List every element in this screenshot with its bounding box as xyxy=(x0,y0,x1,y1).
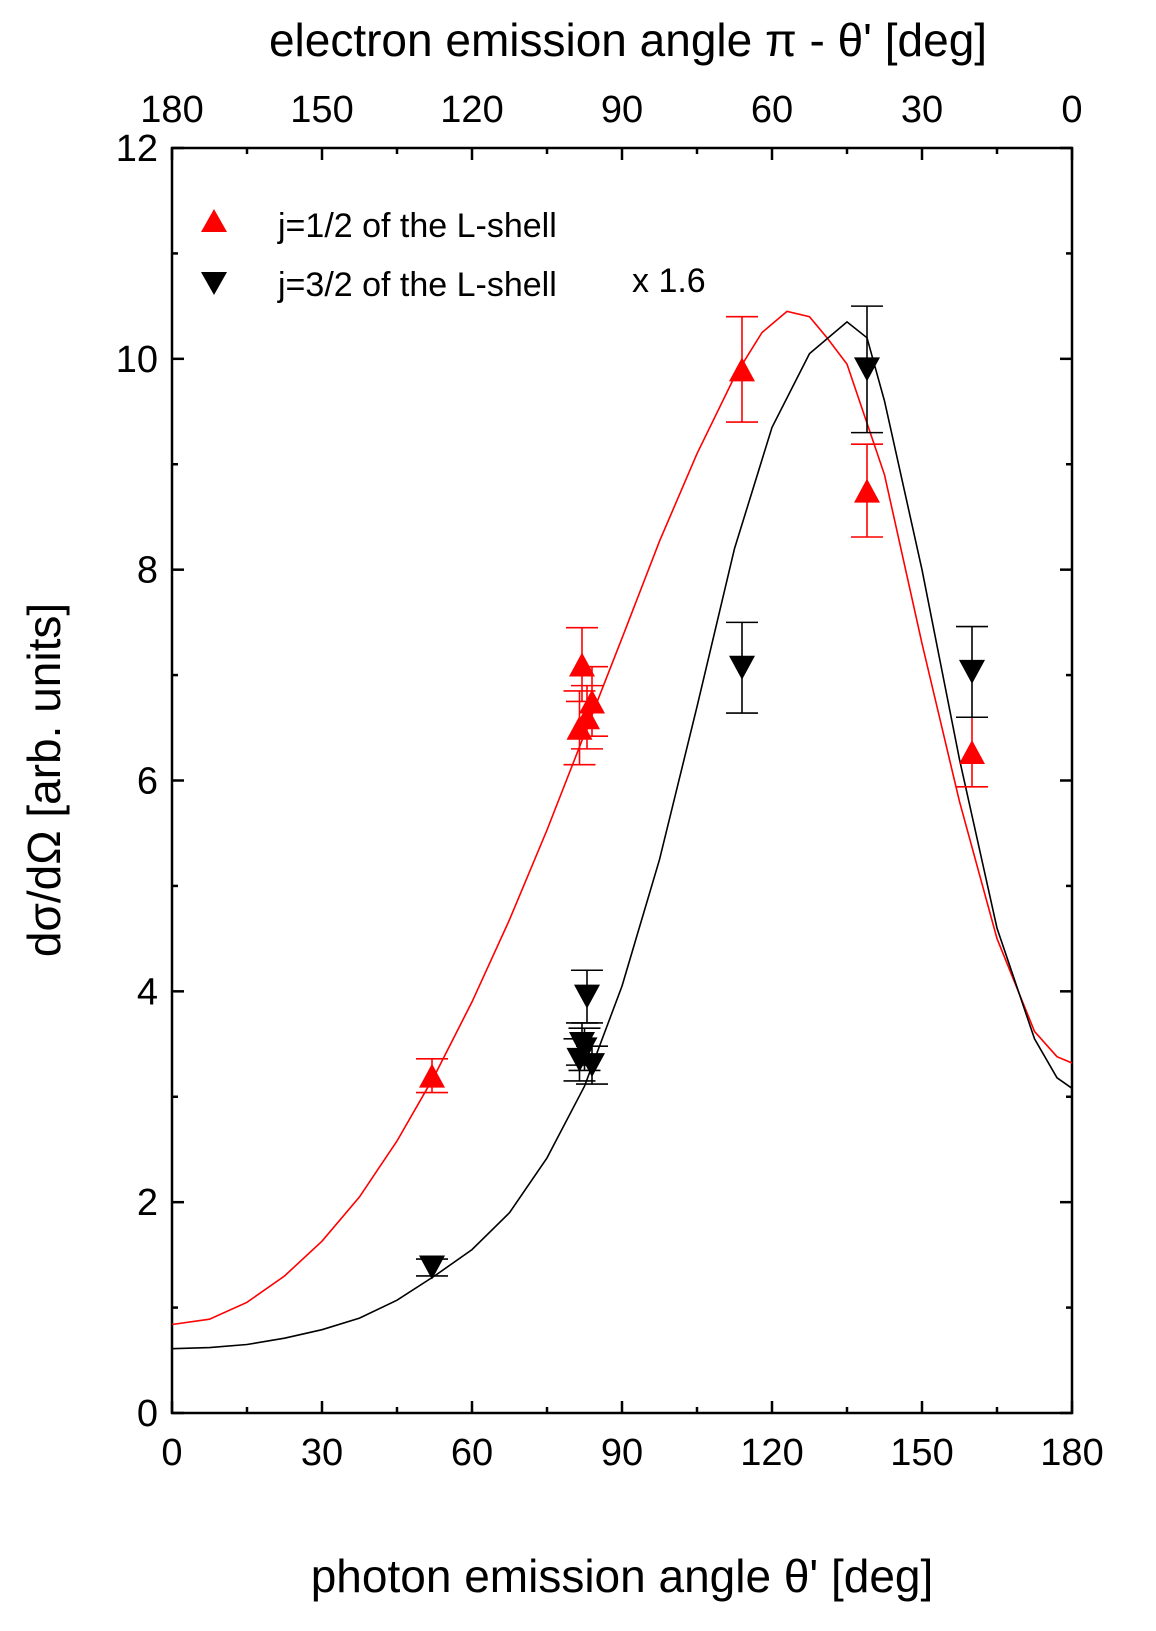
y-tick-label: 2 xyxy=(137,1182,158,1224)
x-tick-label: 60 xyxy=(451,1432,493,1474)
data-point-series-0 xyxy=(574,705,600,730)
x-tick-label: 120 xyxy=(740,1432,803,1474)
plot-frame xyxy=(170,146,1074,1415)
x-tick-label: 150 xyxy=(890,1432,953,1474)
y-tick-label: 0 xyxy=(137,1393,158,1435)
x2-tick-label: 60 xyxy=(751,89,793,131)
x2-tick-label: 30 xyxy=(901,89,943,131)
y-tick-label: 12 xyxy=(116,128,158,170)
data-markers xyxy=(419,357,985,1280)
y-tick-label: 10 xyxy=(116,339,158,381)
y-tick-label: 8 xyxy=(137,550,158,592)
x2-tick-label: 90 xyxy=(601,89,643,131)
x2-tick-label: 180 xyxy=(140,89,203,131)
data-point-series-0 xyxy=(854,478,880,503)
data-point-series-1 xyxy=(959,659,985,684)
legend-label-j32-scale: x 1.6 xyxy=(632,262,706,300)
fit-curves xyxy=(171,310,1073,1350)
data-point-series-0 xyxy=(569,652,595,677)
y-tick-label: 4 xyxy=(137,971,158,1013)
data-point-series-1 xyxy=(729,655,755,680)
x2-axis-title: electron emission angle π - θ' [deg] xyxy=(269,14,987,66)
data-point-series-0 xyxy=(959,740,985,765)
y-axis-title: dσ/dΩ [arb. units] xyxy=(18,603,70,957)
data-point-series-1 xyxy=(571,1037,598,1062)
legend-label-j32: j=3/2 of the L-shell xyxy=(277,266,557,304)
x-tick-label: 0 xyxy=(161,1432,182,1474)
x-tick-label: 90 xyxy=(601,1432,643,1474)
y-tick-label: 6 xyxy=(137,761,158,803)
data-point-series-1 xyxy=(579,1053,605,1078)
x2-tick-label: 0 xyxy=(1061,89,1082,131)
x-tick-label: 180 xyxy=(1040,1432,1103,1474)
error-bars xyxy=(416,305,988,1277)
data-point-series-0 xyxy=(729,357,755,382)
legend-label-j12: j=1/2 of the L-shell xyxy=(277,207,557,245)
x2-tick-label: 150 xyxy=(290,89,353,131)
legend: j=1/2 of the L-shell j=3/2 of the L-shel… xyxy=(201,207,706,304)
fit-curve-series-1 xyxy=(171,320,1073,1350)
legend-marker-j32 xyxy=(201,272,227,295)
data-point-series-1 xyxy=(574,984,600,1009)
x-tick-label: 30 xyxy=(301,1432,343,1474)
data-point-series-0 xyxy=(579,689,605,714)
legend-marker-j12 xyxy=(201,209,227,232)
x-axis-title: photon emission angle θ' [deg] xyxy=(311,1550,934,1602)
data-point-series-0 xyxy=(419,1063,445,1088)
data-point-series-1 xyxy=(854,357,880,382)
data-point-series-1 xyxy=(419,1255,445,1280)
x2-tick-label: 120 xyxy=(440,89,503,131)
fit-curve-series-0 xyxy=(171,310,1073,1326)
